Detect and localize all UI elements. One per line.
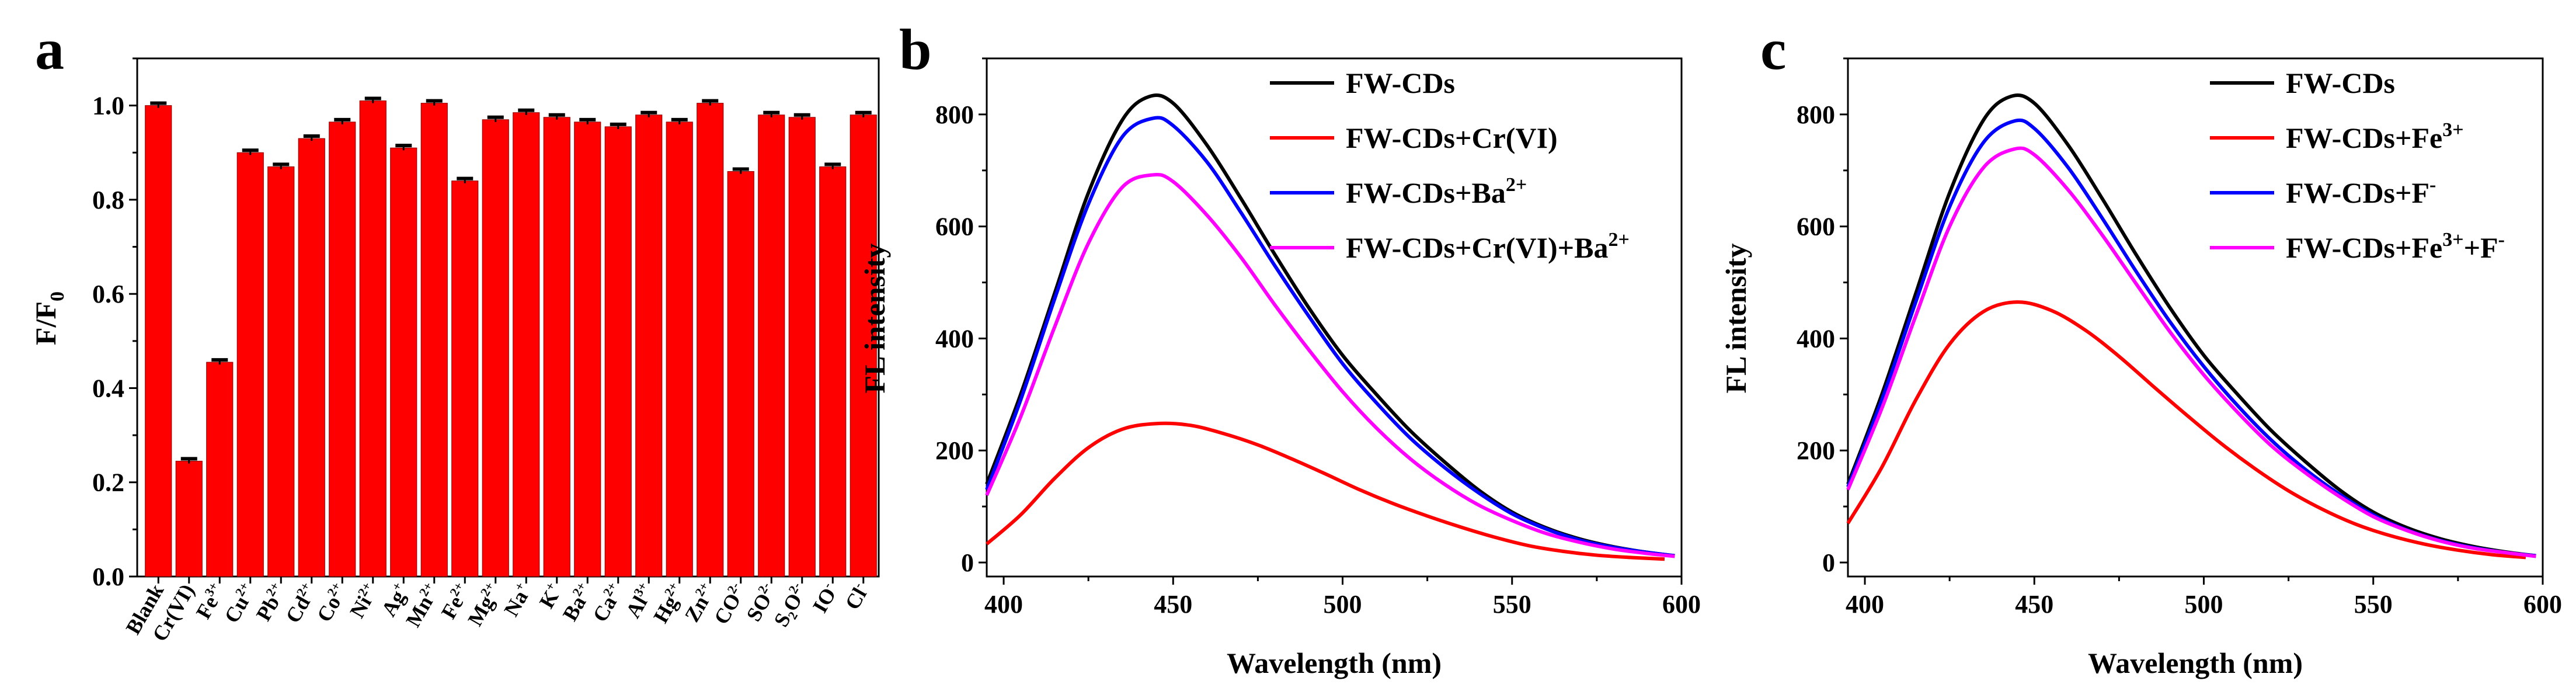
panel-b-plot-frame — [986, 57, 1683, 578]
panel-c-plot-frame — [1847, 57, 2544, 578]
bar — [666, 121, 693, 577]
y-tick-label: 800 — [1797, 100, 1835, 129]
panel-c-legend: FW-CDs FW-CDs+Fe3+ FW-CDs+F- FW-CDs+Fe3++F- — [2210, 67, 2505, 264]
panel-b-legend: FW-CDs FW-CDs+Cr(VI) FW-CDs+Ba2+ FW-CDs+Cr(… — [1270, 67, 1630, 264]
panel-b-y-axis-title: FL intensity — [858, 244, 891, 394]
y-tick-label: 0 — [961, 548, 974, 577]
panel-c-letter: c — [1760, 17, 1786, 82]
legend-label: FW-CDs+Fe3++F- — [2286, 229, 2505, 264]
y-tick-label: 600 — [1797, 213, 1835, 241]
series-line — [1846, 300, 2526, 560]
x-tick-label: 550 — [1493, 590, 1531, 619]
panel-b-axes: 400 450 500 550 600 0 200 400 600 800 — [935, 57, 1701, 619]
panel-b-letter: b — [899, 17, 932, 82]
panel-a-y-axis-title: F/F0 — [29, 291, 68, 345]
x-tick-label: 500 — [1324, 590, 1362, 619]
bar — [298, 138, 325, 577]
bar — [819, 166, 847, 577]
bar — [206, 362, 234, 577]
series-line — [1846, 93, 2536, 558]
bar — [574, 121, 601, 577]
y-tick-label: 1.0 — [92, 92, 124, 120]
x-tick-label: 450 — [2015, 590, 2053, 619]
bar — [236, 152, 264, 577]
y-tick-label: 0.6 — [92, 280, 124, 308]
y-tick-label: 0.2 — [92, 468, 124, 497]
panel-c-x-axis-title: Wavelength (nm) — [2088, 647, 2303, 679]
series-line — [985, 172, 1675, 558]
series-line — [986, 421, 1665, 561]
bar — [697, 103, 724, 577]
bar — [604, 126, 632, 577]
y-tick-label: 400 — [1797, 324, 1835, 353]
panel-c-y-axis-title: FL intensity — [1719, 244, 1752, 394]
y-tick-label: 800 — [935, 100, 974, 129]
x-tick-label: 600 — [1662, 590, 1701, 619]
panel-a-y-axis: 0.0 0.2 0.4 0.6 0.8 1.0 — [92, 57, 137, 591]
legend-label: FW-CDs+Cr(VI) — [1346, 121, 1558, 154]
bar — [758, 114, 785, 577]
bar — [727, 171, 754, 577]
panel-c-series-lines — [1846, 93, 2536, 560]
bar — [451, 180, 479, 577]
panel-c-axes: 400 450 500 550 600 0 200 400 600 800 — [1797, 57, 2562, 619]
y-tick-label: 200 — [935, 436, 974, 465]
legend-label: FW-CDs+F- — [2286, 174, 2436, 209]
panel-b-series-lines — [985, 93, 1675, 561]
bar — [145, 105, 172, 577]
panel-a-bars — [145, 96, 877, 577]
x-tick-label: 550 — [2354, 590, 2393, 619]
bar — [390, 147, 417, 577]
bar — [359, 100, 387, 577]
x-tick-label: 600 — [2523, 590, 2562, 619]
x-tick-label: 450 — [1154, 590, 1192, 619]
x-tick-label: 400 — [1846, 590, 1884, 619]
y-tick-label: 0.8 — [92, 186, 124, 214]
bar — [543, 117, 570, 577]
bar — [329, 121, 356, 577]
bar — [175, 460, 203, 577]
legend-label: FW-CDs+Fe3+ — [2286, 119, 2464, 154]
bar — [482, 119, 509, 577]
legend-label: FW-CDs — [1346, 67, 1455, 99]
bar — [635, 114, 663, 577]
series-line — [985, 116, 1675, 558]
legend-label: FW-CDs — [2286, 67, 2395, 99]
panel-a-letter: a — [35, 17, 64, 82]
panel-b-x-axis-title: Wavelength (nm) — [1227, 647, 1442, 679]
y-tick-label: 400 — [935, 324, 974, 353]
legend-label: FW-CDs+Cr(VI)+Ba2+ — [1346, 229, 1630, 264]
bar — [420, 103, 448, 577]
y-tick-label: 200 — [1797, 436, 1835, 465]
bar — [850, 114, 877, 577]
y-tick-label: 0.0 — [92, 562, 124, 591]
x-tick-label: 500 — [2185, 590, 2223, 619]
y-tick-label: 600 — [935, 213, 974, 241]
y-tick-label: 0.4 — [92, 374, 124, 402]
legend-label: FW-CDs+Ba2+ — [1346, 174, 1527, 209]
bar — [788, 117, 816, 577]
bar — [513, 112, 540, 577]
x-tick-label: 400 — [984, 590, 1023, 619]
bar — [267, 166, 295, 577]
series-line — [1846, 146, 2536, 558]
y-tick-label: 0 — [1822, 548, 1835, 577]
